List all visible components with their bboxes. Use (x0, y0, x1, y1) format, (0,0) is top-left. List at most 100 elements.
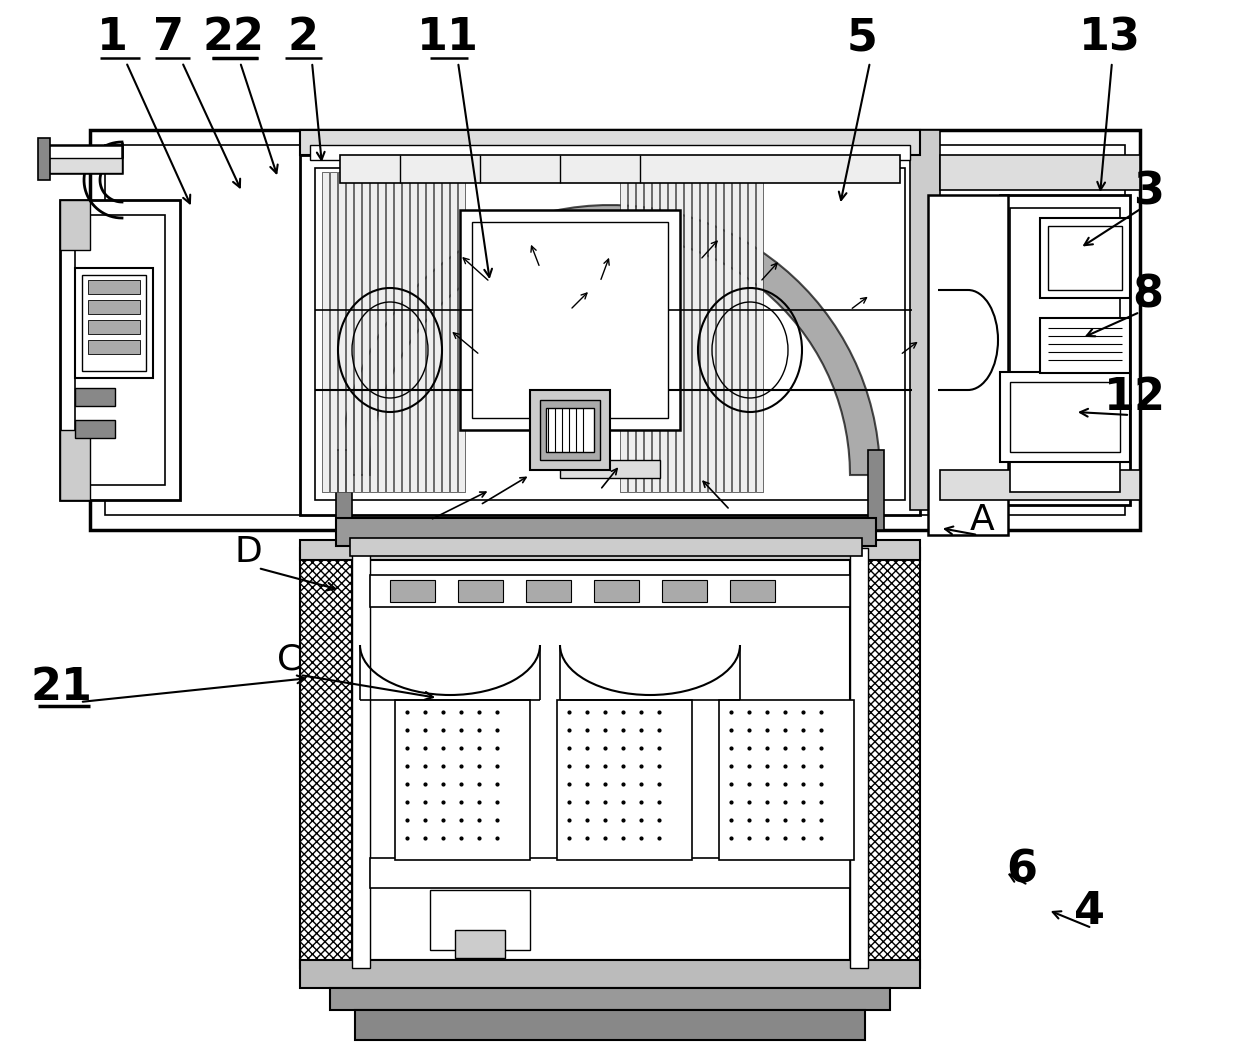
Bar (868, 450, 884, 530)
Bar (38, 138, 50, 180)
Bar (660, 172, 667, 492)
Bar (352, 547, 370, 968)
Bar (74, 215, 165, 485)
Bar (88, 280, 140, 294)
Bar (560, 460, 660, 479)
Bar (849, 547, 868, 968)
Bar (378, 172, 384, 492)
Text: 4: 4 (1075, 890, 1106, 934)
Bar (539, 400, 600, 460)
Bar (402, 172, 409, 492)
Bar (940, 155, 1140, 190)
Bar (662, 580, 707, 602)
Text: A: A (970, 503, 994, 537)
Text: 1: 1 (97, 17, 128, 59)
Bar (724, 172, 732, 492)
Bar (427, 172, 433, 492)
Bar (748, 172, 755, 492)
Bar (300, 960, 920, 988)
Bar (644, 172, 651, 492)
Bar (472, 222, 668, 418)
Bar (684, 172, 691, 492)
Bar (557, 700, 692, 860)
Polygon shape (340, 205, 880, 475)
Bar (394, 172, 401, 492)
Text: C: C (278, 643, 303, 677)
Text: 21: 21 (31, 666, 93, 710)
Bar (391, 580, 435, 602)
Bar (370, 858, 849, 888)
Bar (458, 580, 503, 602)
Bar (300, 155, 920, 515)
Bar (730, 580, 775, 602)
Bar (355, 1010, 866, 1040)
Bar (868, 547, 920, 968)
Bar (636, 172, 644, 492)
Bar (105, 145, 1125, 515)
Bar (88, 320, 140, 334)
Bar (346, 172, 353, 492)
Bar (74, 388, 115, 406)
Bar (42, 158, 122, 173)
Text: 8: 8 (1132, 274, 1163, 316)
Bar (74, 268, 153, 378)
Bar (740, 172, 746, 492)
Bar (460, 210, 680, 430)
Bar (458, 172, 465, 492)
Text: 11: 11 (417, 17, 479, 59)
Text: 6: 6 (1007, 849, 1038, 891)
Bar (546, 408, 594, 452)
Bar (300, 547, 352, 968)
Bar (1011, 382, 1120, 452)
Bar (594, 580, 639, 602)
Bar (336, 518, 875, 546)
Bar (715, 172, 723, 492)
Bar (708, 172, 715, 492)
Bar (441, 172, 449, 492)
Bar (410, 172, 417, 492)
Bar (330, 172, 337, 492)
Text: 22: 22 (202, 17, 264, 59)
Bar (88, 340, 140, 354)
Text: 12: 12 (1104, 377, 1166, 419)
Bar (652, 172, 658, 492)
Bar (330, 988, 890, 1010)
Bar (362, 172, 370, 492)
Bar (370, 172, 377, 492)
Bar (300, 540, 920, 560)
Bar (719, 700, 854, 860)
Bar (74, 420, 115, 438)
Bar (370, 575, 849, 607)
Bar (1040, 318, 1130, 373)
Bar (310, 145, 910, 160)
Bar (692, 172, 699, 492)
Bar (60, 201, 180, 500)
Bar (336, 450, 352, 530)
Bar (370, 547, 849, 960)
Text: 5: 5 (847, 17, 878, 59)
Bar (928, 195, 1008, 535)
Bar (434, 172, 441, 492)
Bar (620, 172, 627, 492)
Text: 7: 7 (153, 17, 184, 59)
Bar (732, 172, 739, 492)
Bar (999, 195, 1130, 505)
Bar (322, 172, 329, 492)
Bar (676, 172, 683, 492)
Bar (339, 172, 345, 492)
Text: D: D (234, 535, 262, 569)
Text: 2: 2 (288, 17, 319, 59)
Bar (340, 155, 900, 182)
Bar (300, 131, 920, 155)
Bar (1011, 208, 1120, 492)
Bar (418, 172, 425, 492)
Bar (386, 172, 393, 492)
Bar (668, 172, 675, 492)
Bar (701, 172, 707, 492)
Text: 13: 13 (1079, 17, 1141, 59)
Bar (91, 131, 1140, 530)
Bar (455, 930, 505, 958)
Bar (353, 172, 361, 492)
Bar (60, 430, 91, 500)
Text: 3: 3 (1132, 171, 1163, 213)
